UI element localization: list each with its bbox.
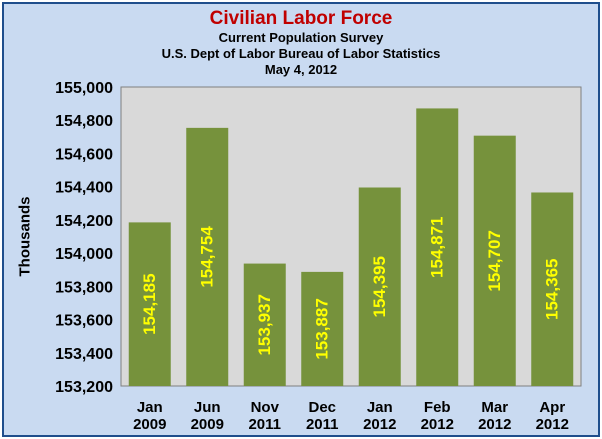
y-tick-label: 153,400 xyxy=(55,346,113,363)
bar-value-label: 154,754 xyxy=(198,226,217,288)
bar-value-label: 153,887 xyxy=(313,298,332,359)
chart-subtitle-line-1: Current Population Survey xyxy=(218,30,384,45)
y-tick-label: 153,600 xyxy=(55,313,113,330)
x-tick-label: 2012 xyxy=(478,416,511,433)
x-tick-label: 2009 xyxy=(191,416,224,433)
y-tick-label: 153,800 xyxy=(55,279,113,296)
bars: 154,185 154,754 153,937 153,887 154,395 154,8… xyxy=(128,108,574,386)
y-tick-label: 154,800 xyxy=(55,113,113,130)
chart-subtitle-line-2: U.S. Dept of Labor Bureau of Labor Stati… xyxy=(161,46,441,61)
y-tick-label: 154,000 xyxy=(55,246,113,263)
chart-title: Civilian Labor Force xyxy=(209,8,393,29)
y-tick-label: 154,200 xyxy=(55,213,113,230)
bar xyxy=(473,135,516,386)
y-tick-label: 154,600 xyxy=(55,146,113,163)
bar-value-label: 154,185 xyxy=(140,273,159,334)
x-tick-label: Jan xyxy=(367,399,393,416)
x-tick-label: 2012 xyxy=(363,416,396,433)
bar-value-label: 154,871 xyxy=(428,216,447,277)
bar xyxy=(243,263,286,386)
bar-value-label: 154,365 xyxy=(543,259,562,320)
x-tick-label: 2009 xyxy=(133,416,166,433)
x-tick-label: Feb xyxy=(424,399,451,416)
bar xyxy=(358,187,401,386)
x-tick-label: 2011 xyxy=(306,416,339,433)
y-tick-label: 155,000 xyxy=(55,80,113,97)
bar-value-label: 153,937 xyxy=(255,294,274,355)
y-tick-label: 154,400 xyxy=(55,180,113,197)
bar xyxy=(128,222,171,386)
x-tick-label: Apr xyxy=(539,399,565,416)
y-tick-label: 153,200 xyxy=(55,379,113,396)
chart-titles: Civilian Labor Force Current Population … xyxy=(0,8,602,78)
x-tick-label: Jan xyxy=(137,399,163,416)
x-axis-ticks: Jan2009Jun2009Nov2011Dec2011Jan2012Feb20… xyxy=(133,399,569,433)
x-tick-label: Nov xyxy=(251,399,280,416)
bar-value-label: 154,707 xyxy=(485,230,504,291)
y-axis-ticks: 153,200 153,400 153,600 153,800 154,000 154,2… xyxy=(55,80,113,396)
x-tick-label: Mar xyxy=(481,399,508,416)
x-tick-label: 2012 xyxy=(421,416,454,433)
x-tick-label: 2012 xyxy=(536,416,569,433)
bar xyxy=(531,192,574,386)
y-axis-label: Thousands xyxy=(17,196,34,276)
x-tick-label: 2011 xyxy=(248,416,281,433)
bar xyxy=(301,271,344,386)
x-tick-label: Dec xyxy=(308,399,336,416)
x-tick-label: Jun xyxy=(194,399,221,416)
bar xyxy=(416,108,459,386)
bar xyxy=(186,127,229,386)
bar-value-label: 154,395 xyxy=(370,256,389,317)
chart-subtitle-line-3: May 4, 2012 xyxy=(264,62,338,77)
